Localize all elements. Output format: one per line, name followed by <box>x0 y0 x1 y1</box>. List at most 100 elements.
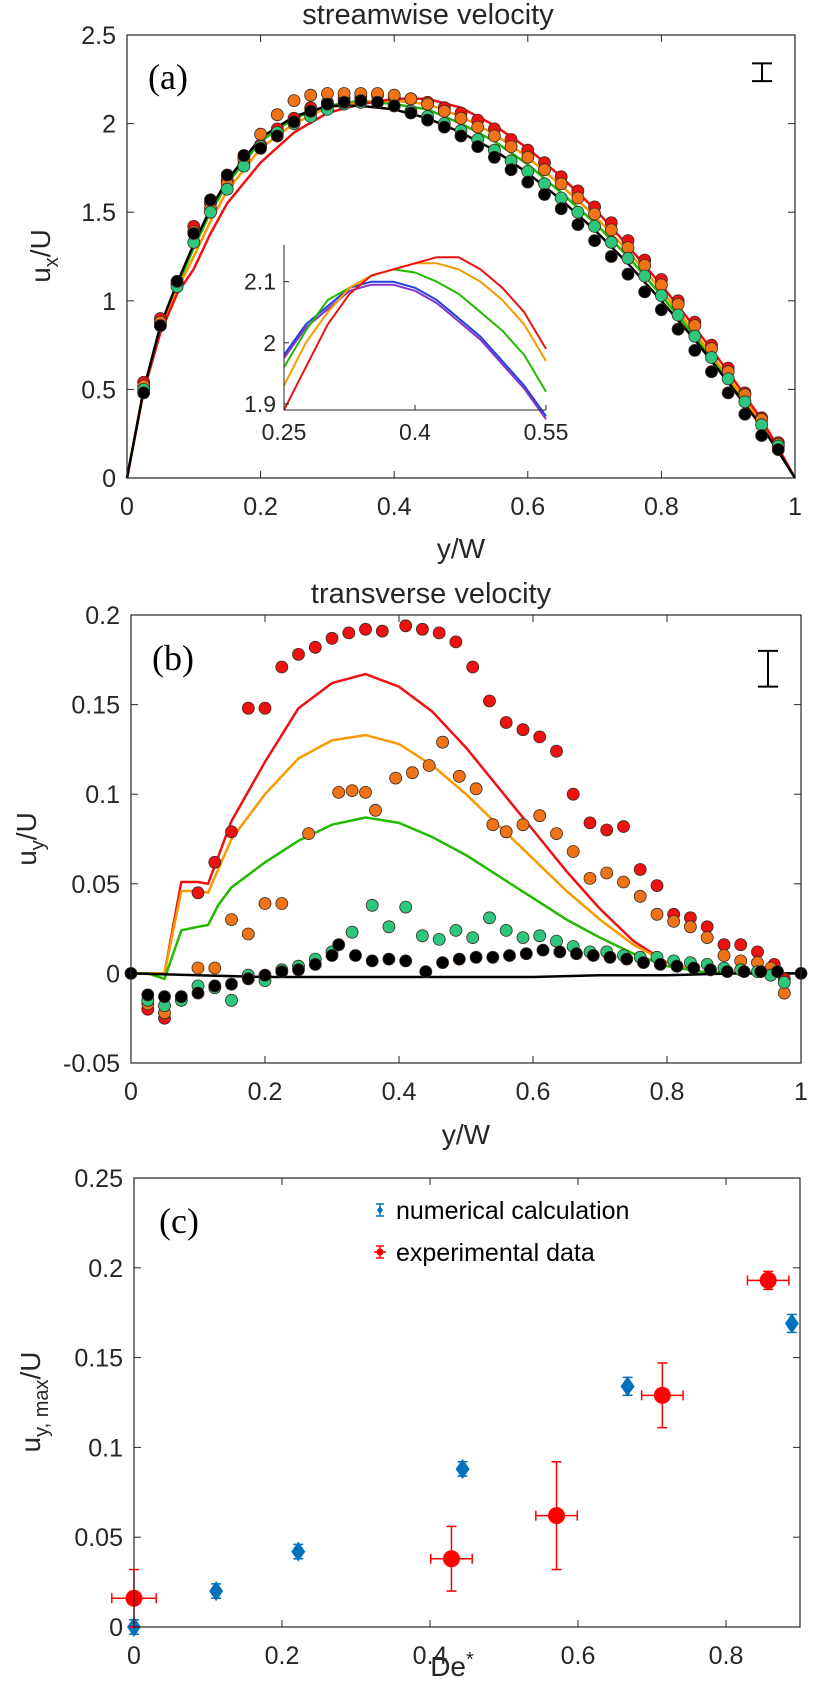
inset-y-tick-label: 1.9 <box>244 391 276 417</box>
panel-b-title: transverse velocity <box>311 578 552 610</box>
panel-c-x-tick-label: 0.2 <box>265 1642 300 1670</box>
panel-b-point-orange-points <box>389 771 403 785</box>
panel-a-point-orange-points <box>671 297 685 311</box>
panel-c-y-tick-label: 0 <box>109 1614 123 1642</box>
panel-b-letter: (b) <box>152 638 194 678</box>
panel-b-y-tick-labels: -0.05 0 0.05 0.1 0.15 0.2 <box>63 602 120 1078</box>
panel-a-y-tick-label: 1 <box>102 288 116 316</box>
panel-b-point-orange-points <box>302 827 316 840</box>
panel-a-point-black-points <box>320 97 334 111</box>
panel-b-y-tick-label: 0.05 <box>71 871 120 899</box>
panel-c-x-tick-label: 0.4 <box>413 1642 448 1670</box>
panel-b-point-black-points <box>241 972 255 986</box>
panel-b-point-red-points <box>432 626 446 640</box>
panel-b-point-red-points <box>483 694 496 708</box>
panel-a-point-black-points <box>538 188 551 201</box>
panel-a-point-black-points <box>571 218 585 232</box>
panel-a-point-orange-points <box>554 177 568 191</box>
panel-a-point-green-points <box>738 395 752 409</box>
panel-b-point-black-points <box>308 958 322 971</box>
panel-b-point-red-points <box>415 622 429 636</box>
panel-a-point-green-points <box>655 289 668 302</box>
panel-a-point-black-points <box>421 113 435 127</box>
inset-y-tick-label: 2.1 <box>244 269 276 295</box>
panel-a-y-tick-label: 0.5 <box>81 376 116 404</box>
panel-a-point-black-points <box>554 202 568 216</box>
panel-a-point-orange-points <box>604 223 618 237</box>
panel-b-point-orange-points <box>436 735 450 749</box>
panel-b-point-black-points <box>436 956 450 969</box>
panel-b-point-orange-points <box>332 786 346 799</box>
panel-b-point-orange-points <box>486 818 500 832</box>
inset-plot-area <box>284 245 546 410</box>
panel-a-point-black-points <box>387 99 401 113</box>
panel-b-xlabel: y/W <box>442 1119 491 1150</box>
inset-line-red <box>283 256 547 411</box>
panel-a-point-black-points <box>354 94 368 107</box>
panel-b-point-red-points <box>191 886 205 900</box>
panel-b-point-green-points <box>777 976 791 989</box>
panel-b-point-orange-points <box>422 759 436 772</box>
panel-a-point-black-points <box>771 443 785 457</box>
panel-b-point-black-points <box>349 949 362 962</box>
panel-c-letter: (c) <box>159 1201 199 1241</box>
panel-a-y-tick-label: 1.5 <box>81 199 116 227</box>
panel-b-point-orange-points <box>359 786 372 799</box>
panel-c-point-experimental-data <box>653 1386 671 1404</box>
panel-a-point-black-points <box>437 120 451 134</box>
panel-b-point-orange-points <box>633 889 647 903</box>
panel-a-point-black-points <box>337 95 351 109</box>
panel-b-y-tick-label: 0.1 <box>85 781 120 809</box>
panel-b: transverse velocity (b) 0 0.2 0.4 0.6 0.8 1 -… <box>11 578 808 1150</box>
panel-b-point-green-points <box>432 933 446 946</box>
inset-line-green <box>283 268 547 393</box>
panel-b-y-tick-label: 0.15 <box>71 692 120 720</box>
panel-a-point-black-points <box>738 407 752 421</box>
panel-b-point-black-points <box>704 963 717 977</box>
panel-b-point-black-points <box>720 965 734 978</box>
panel-b-point-green-points <box>550 934 563 948</box>
panel-a-point-black-points <box>705 365 718 379</box>
panel-a-title: streamwise velocity <box>302 0 554 31</box>
panel-c-point-experimental-data <box>548 1507 566 1525</box>
panel-c-ylabel: uy, max/U <box>15 1352 53 1453</box>
panel-b-point-black-points <box>332 938 346 952</box>
panel-b-point-orange-points <box>225 913 238 926</box>
panel-a-point-black-points <box>487 150 501 164</box>
panel-c-legend: numerical calculation experimental data <box>374 1197 629 1267</box>
panel-a-point-green-points <box>204 205 217 219</box>
panel-b-point-red-points <box>308 640 322 654</box>
panel-c-y-tick-label: 0.2 <box>88 1255 123 1283</box>
panel-b-point-green-points <box>365 898 379 912</box>
panel-b-ylabel: uy/U <box>11 812 49 866</box>
panel-a-y-tick-label: 2 <box>102 111 116 139</box>
panel-c-point-numerical-calculation <box>455 1458 470 1479</box>
panel-b-point-black-points <box>519 947 533 961</box>
panel-b-point-red-points <box>516 723 530 737</box>
panel-b-point-black-points <box>553 945 567 959</box>
panel-b-point-red-points <box>650 879 664 892</box>
panel-c-point-numerical-calculation <box>784 1313 799 1334</box>
panel-a-point-green-points <box>688 329 702 343</box>
panel-b-point-red-points <box>717 938 731 952</box>
inset-y-tick-label: 2 <box>263 330 276 356</box>
panel-b-x-tick-label: 0.6 <box>516 1078 551 1106</box>
panel-b-point-red-points <box>208 855 222 869</box>
panel-b-point-orange-points <box>600 866 614 880</box>
panel-a-point-black-points <box>721 386 735 400</box>
panel-b-axes-box <box>130 614 802 1064</box>
panel-a-point-green-points <box>755 418 768 432</box>
panel-b-point-red-points <box>325 631 339 645</box>
panel-a-point-green-points <box>721 372 735 386</box>
panel-b-point-black-points <box>158 990 171 1004</box>
panel-b-point-orange-points <box>345 784 359 797</box>
panel-a-point-green-points <box>521 164 535 178</box>
panel-b-x-tick-labels: 0 0.2 0.4 0.6 0.8 1 <box>124 1078 808 1106</box>
panel-b-point-black-points <box>620 952 634 966</box>
panel-b-point-red-points <box>600 823 614 837</box>
inset-line-blue <box>283 280 547 417</box>
panel-b-x-tick-label: 1 <box>794 1078 808 1106</box>
panel-b-point-black-points <box>141 988 155 1002</box>
panel-b-point-orange-points <box>550 827 563 840</box>
panel-b-point-black-points <box>586 949 600 962</box>
